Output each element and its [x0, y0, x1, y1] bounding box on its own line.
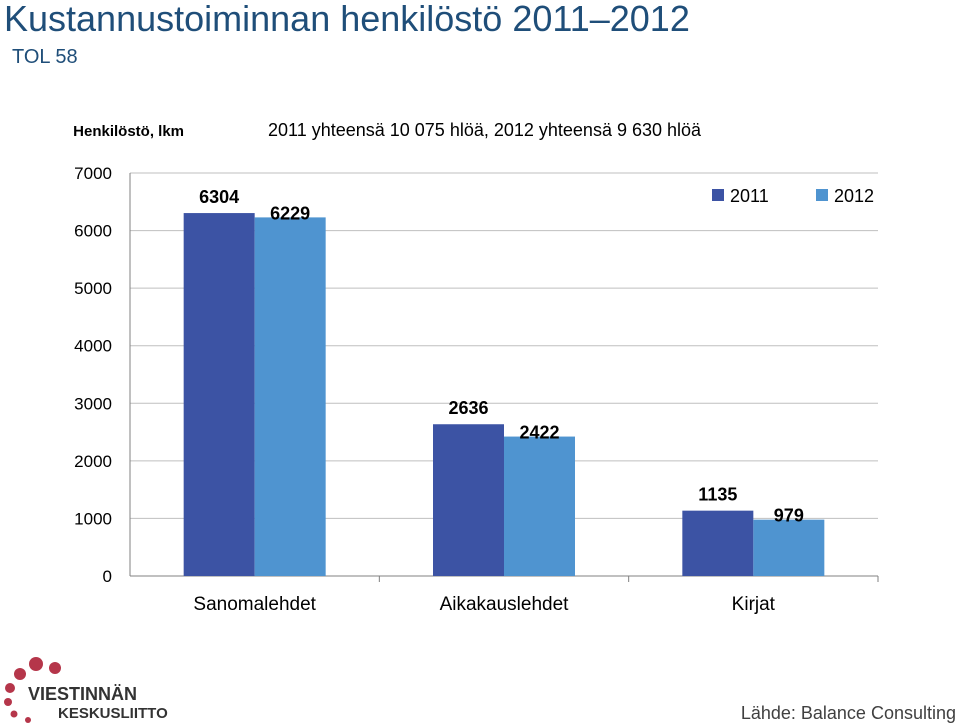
y-tick-label: 6000: [74, 222, 112, 241]
data-label: 6229: [270, 203, 310, 223]
page-title: Kustannustoiminnan henkilöstö 2011–2012: [4, 0, 690, 39]
bar-2012-aikakauslehdet: [504, 436, 575, 576]
x-category-label: Kirjat: [732, 594, 776, 615]
data-label: 2422: [519, 423, 559, 443]
legend-swatch-2012: [816, 189, 828, 201]
page-subtitle: TOL 58: [12, 46, 78, 68]
y-axis-ticks: 0 1000 2000 3000 4000 5000 6000 7000: [74, 164, 112, 586]
logo-dot: [10, 710, 18, 718]
logo-dot: [29, 657, 43, 671]
x-category-label: Aikakauslehdet: [440, 594, 570, 615]
logo-dot: [5, 683, 15, 693]
data-labels: 6304 6229 2636 2422 1135 979: [199, 187, 804, 526]
y-tick-label: 7000: [74, 164, 112, 183]
y-axis-label: Henkilöstö, lkm: [73, 123, 184, 140]
logo-dot: [25, 717, 31, 723]
source-note: Lähde: Balance Consulting: [740, 703, 956, 723]
bar-2011-sanomalehdet: [183, 213, 255, 577]
x-axis-categories: Sanomalehdet Aikakauslehdet Kirjat: [193, 594, 775, 615]
data-label: 2636: [448, 398, 488, 418]
legend-label-2011: 2011: [730, 186, 769, 206]
logo-dot: [49, 662, 61, 674]
x-category-label: Sanomalehdet: [193, 594, 316, 615]
bar-2012-kirjat: [753, 519, 825, 576]
data-label: 6304: [199, 187, 239, 207]
legend: 2011 2012: [712, 186, 874, 206]
y-tick-label: 0: [103, 567, 112, 586]
y-tick-label: 5000: [74, 279, 112, 298]
logo-text-2: KESKUSLIITTO: [58, 705, 168, 722]
logo-dot: [4, 698, 12, 706]
bar-2012-sanomalehdet: [254, 217, 326, 576]
bar-2011-aikakauslehdet: [433, 424, 504, 576]
legend-swatch-2011: [712, 189, 724, 201]
y-tick-label: 3000: [74, 394, 112, 413]
legend-label-2012: 2012: [834, 186, 874, 206]
logo-dot: [14, 668, 26, 680]
chart-annotation: 2011 yhteensä 10 075 hlöä, 2012 yhteensä…: [268, 120, 702, 140]
bar-chart: Henkilöstö, lkm 2011 yhteensä 10 075 hlö…: [73, 120, 879, 615]
bars: [183, 213, 825, 577]
y-tick-label: 2000: [74, 452, 112, 471]
data-label: 1135: [698, 485, 737, 505]
logo-text-1: VIESTINNÄN: [28, 684, 137, 704]
viestinnan-keskusliitto-logo: VIESTINNÄN KESKUSLIITTO: [4, 657, 168, 723]
y-tick-label: 1000: [74, 509, 112, 528]
y-tick-label: 4000: [74, 337, 112, 356]
bar-2011-kirjat: [682, 510, 754, 576]
data-label: 979: [774, 506, 804, 526]
